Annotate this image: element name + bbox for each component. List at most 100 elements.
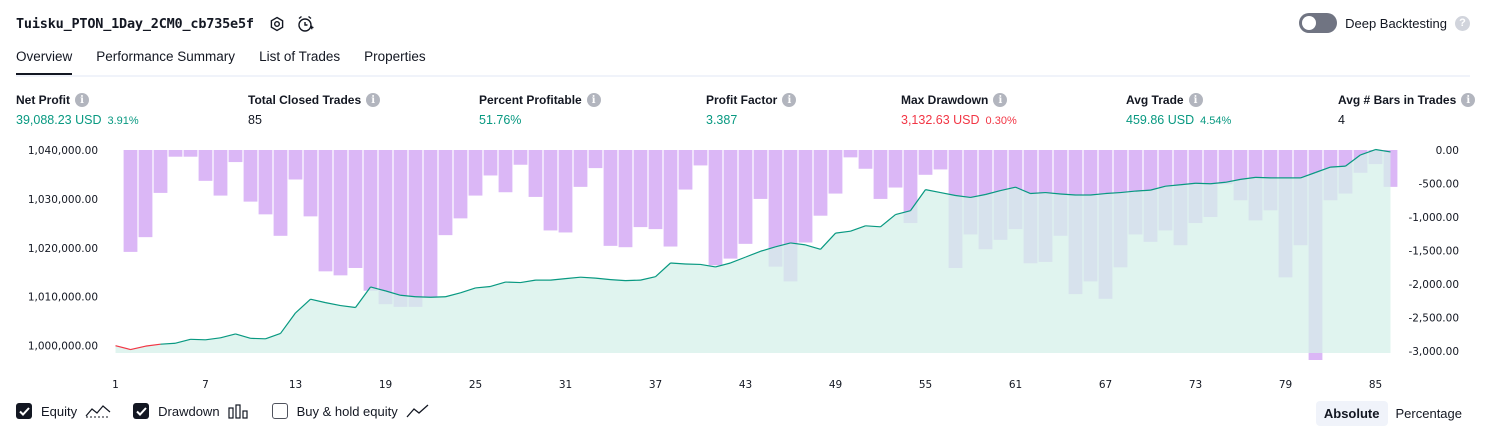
info-icon[interactable]: i (1461, 93, 1476, 107)
info-icon[interactable]: i (993, 93, 1008, 107)
mode-percentage[interactable]: Percentage (1395, 406, 1463, 421)
info-icon[interactable]: i (1188, 93, 1203, 107)
drawdown-bars-icon (227, 403, 250, 419)
equity-line-segment (775, 242, 791, 248)
equity-line-segment (1315, 166, 1331, 174)
stat-value: 85 (248, 113, 262, 127)
equity-line-segment (1150, 185, 1166, 191)
info-icon[interactable]: i (75, 93, 89, 107)
equity-line-segment (790, 242, 806, 246)
equity-line-segment (1165, 184, 1181, 187)
x-axis-tick: 55 (919, 379, 932, 391)
drawdown-bar (213, 150, 228, 196)
equity-line-segment (1375, 148, 1391, 153)
x-axis-tick: 43 (739, 379, 752, 391)
left-axis-tick: 1,030,000.00 (28, 194, 98, 206)
drawdown-bar (918, 150, 933, 175)
left-axis-tick: 1,020,000.00 (28, 243, 98, 255)
drawdown-bar (228, 150, 243, 163)
drawdown-bar (738, 150, 753, 244)
drawdown-bar (723, 150, 738, 259)
equity-line-segment (805, 244, 821, 250)
stat-percent-profitable: Percent Profitable i 51.76% (479, 93, 601, 127)
drawdown-bar (513, 150, 528, 165)
right-axis-tick: -3,000.00 (1408, 346, 1459, 358)
equity-line-segment (1225, 178, 1241, 183)
drawdown-bar (678, 150, 693, 190)
stat-avg-bars: Avg # Bars in Trades i 4 (1338, 93, 1476, 127)
equity-line-segment (850, 225, 866, 232)
x-axis-tick: 73 (1189, 379, 1202, 391)
tab-properties[interactable]: Properties (364, 49, 426, 64)
stat-label: Avg Trade (1126, 93, 1184, 107)
equity-line-segment (745, 250, 761, 258)
equity-line-segment (610, 279, 626, 282)
stat-value: 459.86 USD (1126, 113, 1195, 127)
equity-line-segment (1030, 191, 1046, 195)
equity-line-segment (1180, 182, 1196, 186)
equity-line-segment (670, 262, 686, 265)
info-icon[interactable]: i (366, 93, 381, 107)
drawdown-bar (873, 150, 888, 199)
drawdown-bar (378, 150, 393, 305)
drawdown-bar (258, 150, 273, 215)
equity-line-segment (655, 262, 671, 278)
right-axis-tick: -2,500.00 (1408, 313, 1459, 325)
add-alert-icon[interactable] (294, 13, 316, 35)
drawdown-bar (603, 150, 618, 246)
mode-absolute[interactable]: Absolute (1315, 401, 1388, 426)
drawdown-bar (768, 150, 783, 267)
equity-line-segment (115, 345, 131, 351)
drawdown-bar (348, 150, 363, 268)
info-icon[interactable]: i (782, 93, 797, 107)
drawdown-bar (693, 150, 708, 166)
drawdown-bar (498, 150, 513, 193)
buy-hold-checkbox[interactable] (271, 403, 288, 419)
equity-line-segment (280, 312, 296, 334)
tab-overview[interactable]: Overview (16, 44, 73, 75)
stat-avg-trade: Avg Trade i 459.86 USD 4.54% (1126, 93, 1231, 127)
drawdown-checkbox[interactable] (133, 403, 150, 419)
legend-equity[interactable]: Equity (16, 403, 111, 419)
drawdown-bar (708, 150, 723, 266)
tab-list-of-trades[interactable]: List of Trades (259, 49, 341, 64)
drawdown-bar (888, 150, 903, 188)
equity-line-segment (1360, 148, 1376, 156)
drawdown-bar (303, 150, 318, 217)
info-icon[interactable]: i (586, 93, 601, 107)
stat-label: Net Profit (16, 93, 70, 107)
x-axis-tick: 61 (1009, 379, 1022, 391)
legend-label: Drawdown (158, 403, 220, 419)
equity-line-segment (910, 189, 926, 212)
equity-line-segment (520, 279, 536, 284)
x-axis-tick: 19 (379, 379, 392, 391)
drawdown-bar (828, 150, 843, 194)
right-axis-tick: -1,500.00 (1408, 246, 1459, 258)
equity-line-segment (820, 232, 836, 250)
stat-value: 4 (1338, 113, 1345, 127)
drawdown-bar (558, 150, 573, 233)
x-axis-tick: 37 (649, 379, 662, 391)
equity-line-segment (1240, 176, 1256, 180)
stat-max-drawdown: Max Drawdown i 3,132.63 USD 0.30% (901, 93, 1017, 127)
equity-checkbox[interactable] (16, 403, 32, 419)
equity-line-segment (460, 287, 476, 294)
tab-performance-summary[interactable]: Performance Summary (96, 49, 236, 64)
equity-line-segment (1300, 171, 1316, 179)
legend-drawdown[interactable]: Drawdown (133, 403, 249, 419)
equity-line-segment (970, 193, 986, 199)
equity-line-segment (880, 214, 896, 228)
help-icon[interactable]: ? (1455, 15, 1470, 31)
right-axis-tick: -1,000.00 (1408, 212, 1459, 224)
equity-line-segment (295, 298, 311, 314)
drawdown-bar (138, 150, 153, 238)
stat-label: Avg # Bars in Trades (1338, 93, 1457, 107)
drawdown-bar (318, 150, 333, 272)
deep-backtesting-toggle[interactable] (1299, 13, 1338, 33)
legend-buy-hold-equity[interactable]: Buy & hold equity (271, 403, 430, 419)
equity-line-segment (865, 225, 881, 228)
drawdown-bar (393, 150, 408, 307)
settings-gear-icon[interactable] (266, 13, 288, 35)
drawdown-bar (798, 150, 813, 243)
equity-line-segment (145, 343, 161, 347)
